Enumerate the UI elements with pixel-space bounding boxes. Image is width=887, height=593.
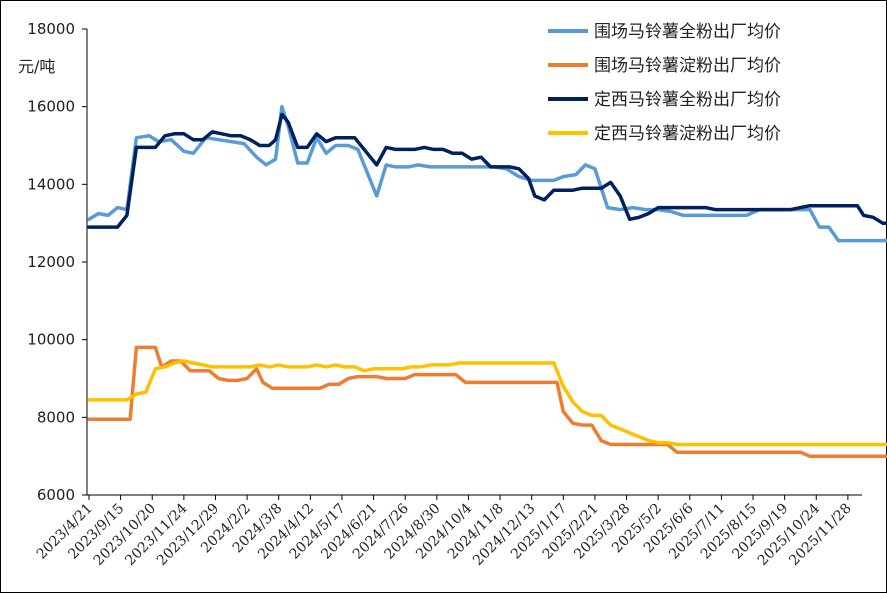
series-line-4 bbox=[87, 359, 887, 447]
series-line-3 bbox=[87, 112, 887, 229]
y-tick-label: 6000 bbox=[37, 486, 75, 504]
y-tick-label: 16000 bbox=[27, 98, 75, 116]
series-line-1 bbox=[87, 104, 887, 243]
series-line-2 bbox=[87, 345, 887, 458]
legend-label-3: 定西马铃薯全粉出厂均价 bbox=[594, 90, 781, 110]
y-tick-label: 10000 bbox=[27, 331, 75, 349]
y-tick-label: 8000 bbox=[37, 408, 75, 426]
y-tick-label: 14000 bbox=[27, 175, 75, 193]
legend-label-1: 围场马铃薯全粉出厂均价 bbox=[594, 22, 781, 42]
y-tick-label: 12000 bbox=[27, 253, 75, 271]
y-tick-label: 18000 bbox=[27, 20, 75, 38]
legend-label-2: 围场马铃薯淀粉出厂均价 bbox=[594, 56, 781, 76]
y-axis-unit: 元/吨 bbox=[18, 57, 55, 76]
legend-label-4: 定西马铃薯淀粉出厂均价 bbox=[594, 124, 781, 144]
